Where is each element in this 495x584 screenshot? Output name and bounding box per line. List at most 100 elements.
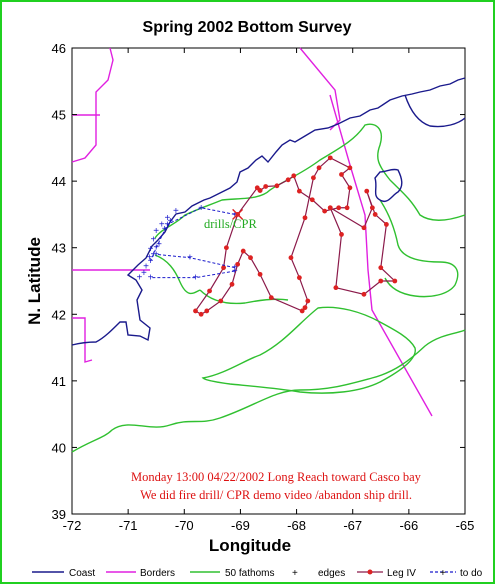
leg-iv-point <box>316 165 322 171</box>
note-line-1: Monday 13:00 04/22/2002 Long Reach towar… <box>131 470 422 484</box>
drills-cpr-label: drills/CPR <box>204 217 257 231</box>
legend-todo-marker: + <box>440 568 446 579</box>
leg-iv-point <box>309 197 315 203</box>
leg-iv-point <box>384 222 389 227</box>
legend-coast: Coast <box>69 568 95 579</box>
legend-leg: Leg IV <box>387 568 416 579</box>
legend: Coast Borders 50 fathoms + edges Leg IV … <box>32 568 483 579</box>
todo-point: + <box>187 253 193 264</box>
coast-layer <box>71 77 466 346</box>
edge-point: + <box>147 253 153 264</box>
x-tick-label: -69 <box>231 518 250 533</box>
fathoms-layer <box>71 123 466 453</box>
leg-iv-point <box>235 261 241 267</box>
todo-point: + <box>153 243 159 254</box>
leg-iv-point <box>223 245 229 251</box>
leg-iv-point <box>248 255 253 261</box>
edges-markers: ++++++++++++++ <box>136 206 178 284</box>
leg-iv-point <box>291 173 297 179</box>
legend-todo: to do <box>460 568 483 579</box>
leg-iv-point <box>263 184 269 189</box>
leg-iv-point <box>229 281 235 287</box>
edge-point: + <box>162 224 168 235</box>
todo-line <box>156 253 235 269</box>
legend-fathoms: 50 fathoms <box>225 568 274 579</box>
edge-point: + <box>156 239 162 250</box>
x-tick-label: -70 <box>175 518 194 533</box>
leg-iv-point <box>296 188 302 194</box>
y-tick-label: 46 <box>52 41 66 56</box>
todo-line <box>150 207 235 262</box>
todo-point: + <box>165 219 171 230</box>
todo-tracks: +++++++++++ <box>148 203 238 284</box>
leg-iv-point <box>221 265 226 271</box>
leg-iv-point <box>378 278 384 284</box>
fathom-line <box>154 254 201 295</box>
leg-iv-point <box>364 188 370 194</box>
edge-point: + <box>150 235 156 246</box>
leg-iv-point <box>218 298 224 304</box>
y-tick-label: 42 <box>52 307 66 322</box>
todo-point: + <box>148 256 154 267</box>
drill-site-marker <box>232 208 244 220</box>
y-tick-label: 45 <box>52 108 66 123</box>
fathom-line <box>379 199 459 298</box>
leg-iv-point <box>257 188 263 193</box>
leg-iv-point <box>392 278 398 284</box>
todo-point: + <box>232 263 238 274</box>
leg-iv-point <box>305 298 311 304</box>
coast-line <box>404 94 466 128</box>
todo-point: + <box>232 209 238 220</box>
edge-point: + <box>165 213 171 224</box>
leg-iv-point <box>378 265 384 271</box>
x-tick-label: -66 <box>399 518 418 533</box>
todo-point: + <box>148 273 154 284</box>
leg-iv-point <box>302 215 308 221</box>
y-tick-label: 40 <box>52 440 66 455</box>
legend-leg-marker <box>367 569 373 575</box>
leg-iv-point <box>311 175 316 181</box>
leg-iv-point <box>327 155 333 161</box>
todo-point: + <box>193 273 199 284</box>
leg-iv-point <box>333 285 339 291</box>
edge-point: + <box>153 226 159 237</box>
x-tick-label: -65 <box>456 518 475 533</box>
note-line-2: We did fire drill/ CPR demo video /aband… <box>140 488 412 502</box>
y-tick-label: 44 <box>52 174 66 189</box>
leg-iv-point <box>347 185 353 191</box>
leg-iv-point <box>339 172 344 177</box>
plot-area <box>71 47 466 515</box>
fathom-line <box>154 123 466 239</box>
legend-edges: edges <box>318 568 345 579</box>
edge-point: + <box>136 273 142 284</box>
leg-iv-point <box>240 248 246 254</box>
leg-iv-point <box>372 212 378 217</box>
legend-borders: Borders <box>140 568 175 579</box>
leg-iv-point <box>207 288 212 294</box>
leg-iv-point <box>361 291 367 297</box>
leg-iv-point <box>274 183 280 189</box>
coast-line <box>71 77 466 346</box>
border-line <box>71 47 114 163</box>
y-axis-label: N. Latitude <box>25 237 44 325</box>
edge-point: + <box>141 268 147 279</box>
todo-point: + <box>153 249 159 260</box>
leg-iv-point <box>336 205 342 211</box>
todo-point: + <box>232 266 238 277</box>
coast-island <box>374 168 403 202</box>
x-tick-label: -71 <box>119 518 138 533</box>
border-line <box>72 317 93 363</box>
y-tick-label: 41 <box>52 374 66 389</box>
leg-iv-point <box>302 305 308 311</box>
leg-iv-point <box>257 271 263 277</box>
x-axis-label: Longitude <box>209 536 291 555</box>
leg-iv-point <box>327 205 333 211</box>
leg-iv-track <box>193 155 398 317</box>
leg-iv-point <box>344 205 350 211</box>
leg-iv-point <box>299 308 305 314</box>
y-tick-label: 43 <box>52 241 66 256</box>
chart-title: Spring 2002 Bottom Survey <box>143 19 352 36</box>
leg-iv-point <box>285 177 291 183</box>
edge-point: + <box>159 219 165 230</box>
